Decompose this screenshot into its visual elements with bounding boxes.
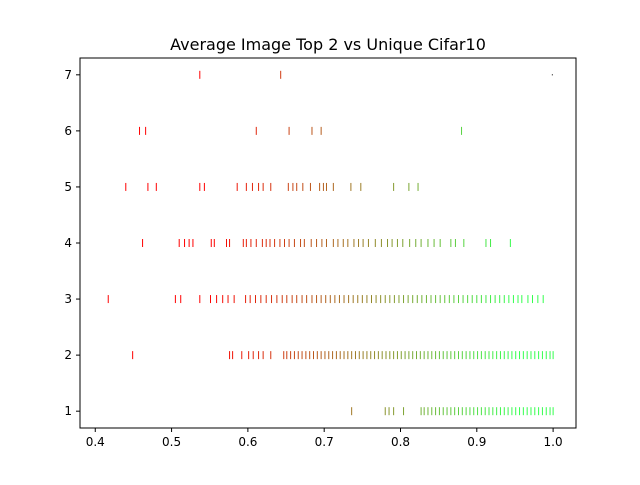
y-axis-tick-label: 6	[64, 124, 72, 138]
x-axis-tick-label: 1.0	[544, 435, 563, 449]
y-axis-tick-label: 2	[64, 348, 72, 362]
y-axis-tick-label: 1	[64, 404, 72, 418]
y-axis-tick-label: 5	[64, 180, 72, 194]
y-axis-tick-label: 4	[64, 236, 72, 250]
chart-title: Average Image Top 2 vs Unique Cifar10	[170, 35, 486, 54]
x-axis-tick-label: 0.6	[238, 435, 257, 449]
axes: 0.4 0.5 0.6 0.7 0.8 0.9 1.0 1 2 3 4 5 6 7	[64, 68, 562, 449]
plot-frame	[79, 57, 577, 429]
x-axis-tick-label: 0.5	[162, 435, 181, 449]
x-axis-tick-label: 0.9	[467, 435, 486, 449]
x-axis-tick-label: 0.4	[86, 435, 105, 449]
y-axis-tick-label: 7	[64, 68, 72, 82]
x-axis-tick-label: 0.7	[315, 435, 334, 449]
y-axis-tick-label: 3	[64, 292, 72, 306]
data-marks	[107, 70, 554, 416]
x-axis-tick-label: 0.8	[391, 435, 410, 449]
